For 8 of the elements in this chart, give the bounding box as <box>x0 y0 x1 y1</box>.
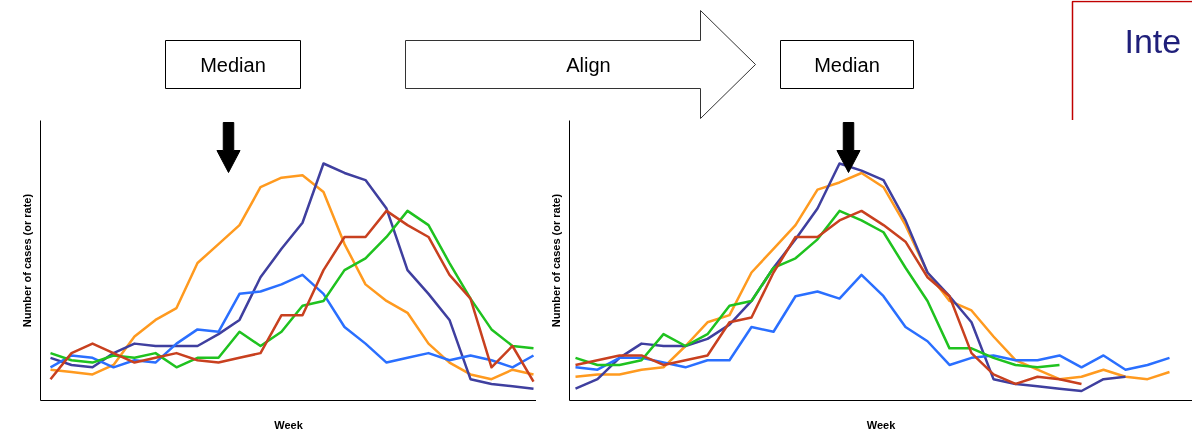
y-axis-title: Number of cases (or rate) <box>549 193 562 328</box>
text: Inte <box>1124 21 1182 60</box>
text: Median <box>200 53 266 76</box>
x-axis-title: Week <box>866 418 897 431</box>
text: Align <box>566 53 611 76</box>
y-axis-title: Number of cases (or rate) <box>20 193 33 328</box>
x-axis-title: Week <box>274 418 304 431</box>
text: Median <box>814 53 880 76</box>
